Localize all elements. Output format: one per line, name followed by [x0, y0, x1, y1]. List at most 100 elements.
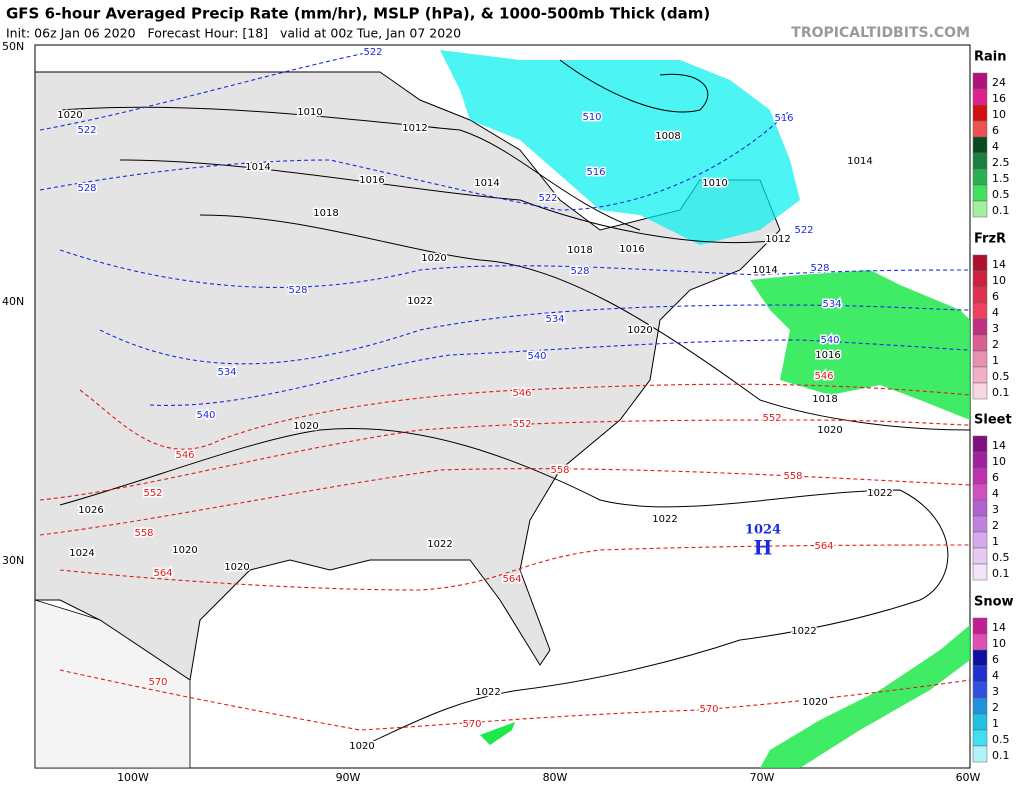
legend-swatch — [972, 88, 988, 106]
rain-area — [750, 270, 970, 420]
legend-label: 3 — [992, 503, 999, 516]
legend-label: 0.1 — [992, 749, 1010, 762]
legend-swatch — [972, 563, 988, 581]
isobar-label: 1008 — [655, 131, 680, 142]
legend-swatch — [972, 617, 988, 635]
rain-area — [760, 625, 970, 768]
lat-label: 50N — [2, 40, 24, 53]
isobar-label: 1020 — [802, 697, 827, 708]
thickness-label: 552 — [762, 413, 781, 424]
thickness-label: 558 — [550, 465, 569, 476]
legend-label: 0.5 — [992, 551, 1010, 564]
land — [34, 71, 781, 681]
thickness-label: 516 — [586, 167, 605, 178]
legend-label: 4 — [992, 140, 999, 153]
thickness-label: 528 — [77, 183, 96, 194]
isobar-label: 1018 — [567, 245, 592, 256]
isobar-label: 1022 — [867, 488, 892, 499]
mexico — [34, 599, 191, 769]
legend-label: 1.5 — [992, 172, 1010, 185]
legend-label: 1 — [992, 717, 999, 730]
legend-label: 4 — [992, 487, 999, 500]
isobar-label: 1018 — [812, 394, 837, 405]
legend-label: 14 — [992, 621, 1006, 634]
isobar-label: 1024 — [69, 548, 94, 559]
isobar-label: 1026 — [78, 505, 103, 516]
legend-swatch — [972, 483, 988, 501]
isobar-label: 1022 — [407, 296, 432, 307]
thickness-label: 534 — [545, 314, 564, 325]
isobar-label: 1016 — [619, 244, 644, 255]
legend-swatch — [972, 302, 988, 320]
legend-swatch — [972, 254, 988, 272]
thickness-label: 534 — [217, 367, 236, 378]
isobar-label: 1016 — [359, 175, 384, 186]
legend-swatch — [972, 286, 988, 304]
legend-label: 1 — [992, 535, 999, 548]
legend-swatch — [972, 713, 988, 731]
legend-title: FrzR — [974, 232, 1006, 247]
thickness-label: 564 — [814, 541, 833, 552]
legend-label: 3 — [992, 322, 999, 335]
thickness-label: 540 — [820, 335, 839, 346]
thickness-label: 546 — [512, 388, 531, 399]
isobar-label: 1016 — [815, 350, 840, 361]
lat-label: 30N — [2, 554, 24, 567]
isobar-label: 1010 — [297, 107, 322, 118]
lat-label: 40N — [2, 295, 24, 308]
thickness-label: 522 — [363, 47, 382, 58]
legend-title: Snow — [974, 595, 1014, 610]
legend-swatch — [972, 745, 988, 763]
thickness-label: 552 — [143, 488, 162, 499]
high-value: 1024 — [745, 523, 781, 538]
thickness-label: 522 — [538, 193, 557, 204]
contour-labels: 1010 1012 1014 1016 1014 1018 1020 1008 1010 1012… — [56, 46, 894, 754]
lon-label: 100W — [117, 771, 149, 784]
thickness-label: 528 — [570, 266, 589, 277]
thickness-label: 570 — [699, 704, 718, 715]
legend-label: 0.1 — [992, 204, 1010, 217]
thickness-label: 534 — [822, 299, 841, 310]
isobar-label: 1020 — [627, 325, 652, 336]
legend-label: 14 — [992, 439, 1006, 452]
isobar-label: 1020 — [421, 253, 446, 264]
isobar-label: 1020 — [224, 562, 249, 573]
legend: Rain241610642.51.50.50.1FrzR1410643210.5… — [972, 50, 1014, 763]
isobar-label: 1014 — [752, 265, 777, 276]
legend-swatch — [972, 681, 988, 699]
subtitle: Init: 06z Jan 06 2020 Forecast Hour: [18… — [6, 26, 461, 41]
legend-swatch — [972, 318, 988, 336]
isobar-label: 1012 — [765, 234, 790, 245]
legend-title: Rain — [974, 50, 1007, 65]
title: GFS 6-hour Averaged Precip Rate (mm/hr),… — [6, 5, 710, 23]
legend-label: 2.5 — [992, 156, 1010, 169]
legend-swatch — [972, 649, 988, 667]
legend-swatch — [972, 200, 988, 218]
legend-label: 3 — [992, 685, 999, 698]
lon-label: 90W — [336, 771, 361, 784]
thickness-label: 564 — [153, 568, 172, 579]
legend-label: 6 — [992, 653, 999, 666]
legend-swatch — [972, 104, 988, 122]
legend-label: 6 — [992, 124, 999, 137]
legend-swatch — [972, 366, 988, 384]
legend-swatch — [972, 120, 988, 138]
legend-label: 2 — [992, 519, 999, 532]
high-marker: H — [754, 536, 773, 560]
lon-label: 60W — [956, 771, 981, 784]
legend-swatch — [972, 152, 988, 170]
legend-label: 10 — [992, 108, 1006, 121]
isobar-label: 1022 — [427, 539, 452, 550]
legend-label: 10 — [992, 637, 1006, 650]
legend-label: 10 — [992, 274, 1006, 287]
legend-label: 0.1 — [992, 386, 1010, 399]
legend-swatch — [972, 665, 988, 683]
legend-swatch — [972, 633, 988, 651]
legend-swatch — [972, 697, 988, 715]
legend-swatch — [972, 451, 988, 469]
thickness-warm — [39, 383, 971, 731]
isobar-label: 1022 — [475, 687, 500, 698]
isobar-label: 1022 — [652, 514, 677, 525]
legend-label: 0.5 — [992, 370, 1010, 383]
thickness-label: 528 — [810, 263, 829, 274]
